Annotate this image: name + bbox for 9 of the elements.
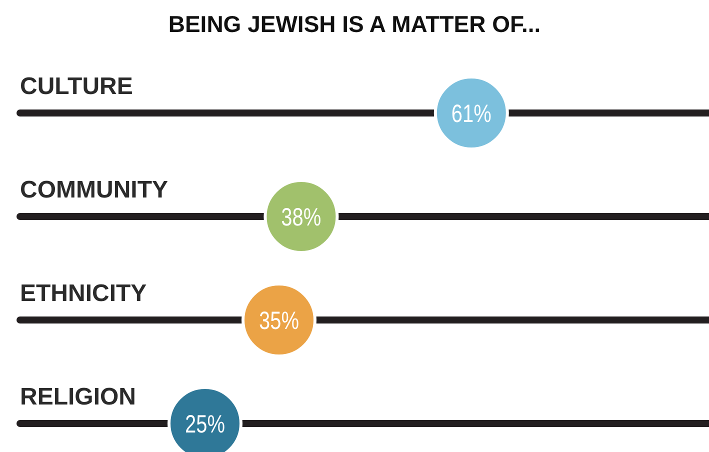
- y-tick-label: COMMUNITY: [20, 176, 168, 204]
- data-label: 25%: [184, 410, 226, 438]
- data-label: 35%: [258, 306, 300, 335]
- y-tick-label: RELIGION: [20, 384, 136, 410]
- data-label: 61%: [451, 100, 492, 128]
- y-tick-label: CULTURE: [20, 73, 133, 100]
- data-label: 38%: [281, 203, 322, 232]
- chart-title: BEING JEWISH IS A MATTER OF...: [168, 11, 541, 37]
- y-tick-label: ETHNICITY: [20, 280, 147, 307]
